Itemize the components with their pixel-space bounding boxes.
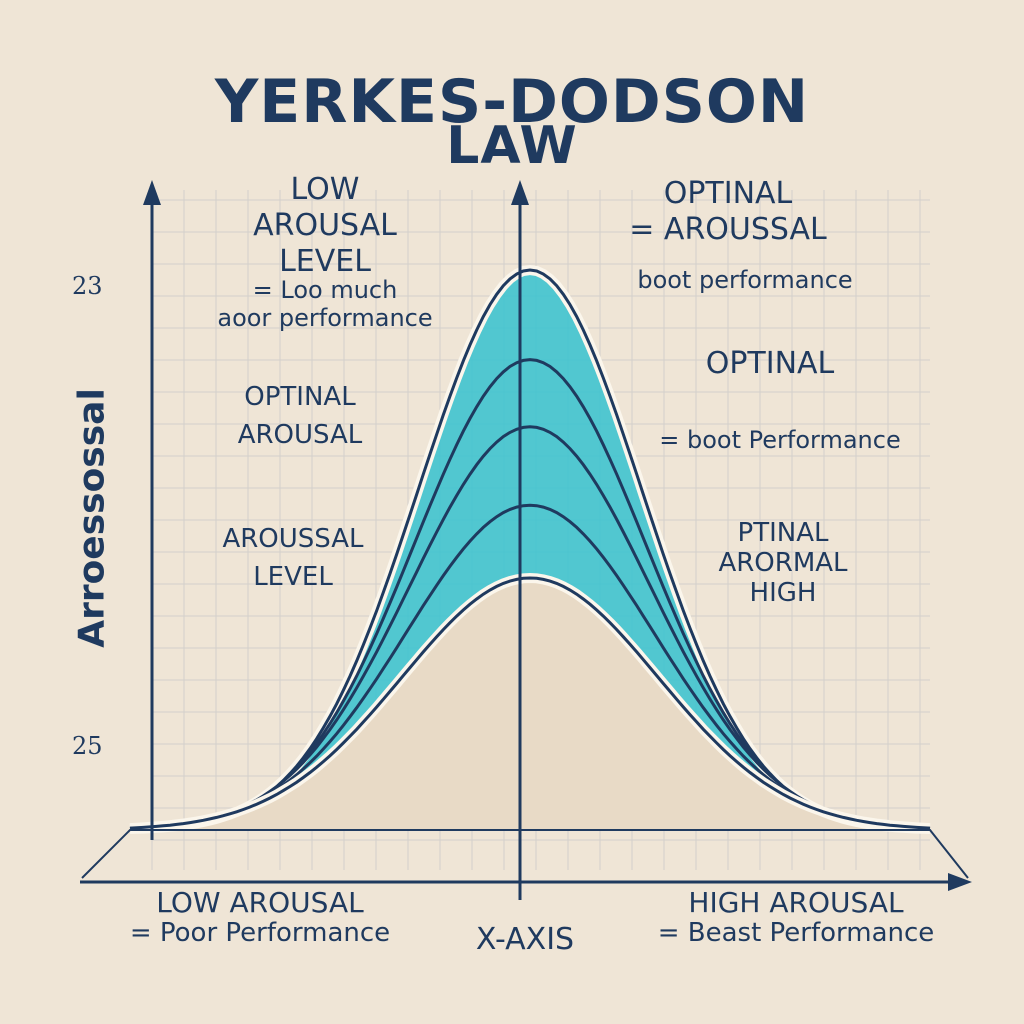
annotation-top-right-sub: boot performance [637,266,853,294]
annotation-line: OPTINAL [244,382,356,412]
annotation-line: OPTINAL [663,176,793,211]
y-tick-label-bottom: 25 [72,732,103,760]
curve-base-line [81,829,969,879]
annotation-bottom-right: HIGH AROUSAL = Beast Performance [646,886,946,949]
annotation-line: LEVEL [253,562,333,592]
annotation-heading: LOW AROUSAL [156,886,364,919]
annotation-heading: HIGH AROUSAL [688,886,904,919]
annotation-mid-left: OPTINAL AROUSAL [205,382,395,450]
annotation-bottom-left: LOW AROUSAL = Poor Performance [110,886,410,949]
annotation-line: aoor performance [217,304,433,332]
annotation-top-left-heading: LOW AROUSAL LEVEL [230,172,420,280]
annotation-line: = AROUSSAL [629,212,827,247]
annotation-mid-right-sub: = boot Performance [659,426,901,454]
annotation-low-left: AROUSSAL LEVEL [198,524,388,592]
chart-title-line2: LAW [446,116,578,176]
chart-title-line1: YERKES-DODSON [214,67,810,137]
curve-area [81,264,969,879]
annotation-line: PTINAL [737,518,829,548]
x-axis-label: X-AXIS [475,922,575,957]
center-axis-arrow [511,180,529,205]
curve-inner-fill [130,578,930,830]
annotation-mid-right-heading: OPTINAL [705,346,835,381]
annotation-sub: = Beast Performance [657,918,935,948]
annotation-line: = Loo much [252,276,398,304]
axes [80,180,972,900]
annotation-line: AROUSAL [253,208,397,243]
annotation-sub: = Poor Performance [129,918,391,948]
annotation-line: HIGH [749,578,817,608]
y-axis-label: Arroessossal [71,388,113,648]
annotation-top-left-sub: = Loo much aoor performance [195,276,455,332]
curve-fill [130,270,930,830]
annotation-line: AROUSAL [237,420,363,450]
annotation-line: LEVEL [279,244,371,279]
x-axis-arrow [948,873,972,891]
annotation-line: ARORMAL [718,548,848,578]
y-axis-arrow [143,180,161,205]
annotation-top-right: OPTINAL = AROUSSAL [628,176,828,248]
curve-series-line [129,576,931,830]
y-tick-label-top: 23 [72,272,103,300]
annotation-low-right: PTINAL ARORMAL HIGH [688,518,878,608]
annotation-line: AROUSSAL [222,524,364,554]
annotation-line: LOW [290,172,360,207]
